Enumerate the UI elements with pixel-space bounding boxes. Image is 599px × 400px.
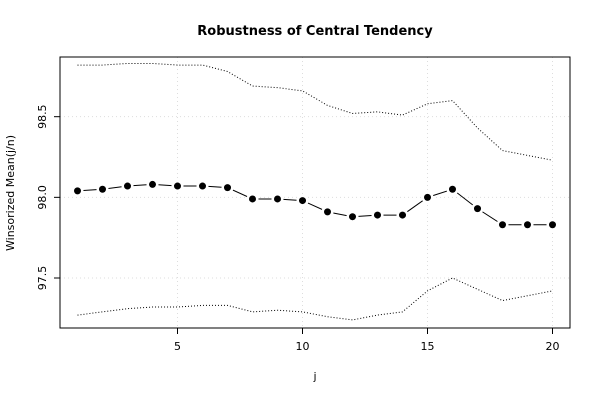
data-point xyxy=(399,211,406,219)
data-point xyxy=(324,208,331,216)
series-layer xyxy=(71,62,559,321)
chart-title: Robustness of Central Tendency xyxy=(197,24,433,39)
data-point xyxy=(174,182,181,190)
data-point xyxy=(474,205,481,213)
grid-layer xyxy=(60,57,570,328)
data-point xyxy=(374,211,381,219)
y-tick-label: 97.5 xyxy=(36,266,49,291)
data-point xyxy=(224,184,231,192)
x-tick-label: 15 xyxy=(421,340,435,353)
x-axis-label: j xyxy=(312,370,316,383)
y-axis-label: Winsorized Mean(j/n) xyxy=(4,135,17,251)
data-point xyxy=(124,182,131,190)
series-line-2 xyxy=(77,277,553,321)
data-point xyxy=(249,195,256,203)
data-point xyxy=(99,185,106,193)
data-point xyxy=(199,182,206,190)
data-point xyxy=(74,187,81,195)
data-point xyxy=(449,185,456,193)
y-tick-label: 98.0 xyxy=(36,185,49,210)
plot-area-frame xyxy=(59,56,571,329)
data-point xyxy=(549,221,556,229)
data-point xyxy=(349,213,356,221)
data-point xyxy=(149,180,156,188)
x-tick-label: 20 xyxy=(546,340,560,353)
data-point xyxy=(524,221,531,229)
x-tick-label: 5 xyxy=(174,340,181,353)
data-point xyxy=(499,221,506,229)
y-tick-label: 98.5 xyxy=(36,104,49,129)
data-point xyxy=(274,195,281,203)
data-point xyxy=(424,193,431,201)
series-line-1 xyxy=(77,62,553,161)
x-tick-label: 10 xyxy=(296,340,310,353)
data-point xyxy=(299,197,306,205)
axes-layer: 5 10 15 20 97.5 98.0 98.5 xyxy=(36,104,560,353)
